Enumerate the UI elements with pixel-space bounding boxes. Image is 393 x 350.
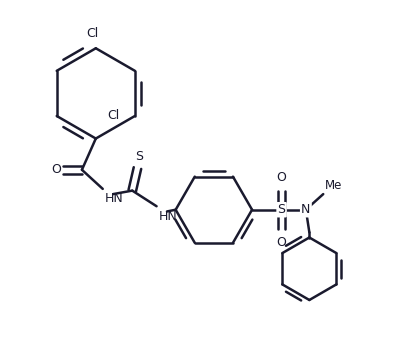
Text: N: N [301,203,310,216]
Text: Cl: Cl [107,110,119,122]
Text: Me: Me [325,179,342,193]
Text: O: O [277,171,286,184]
Text: S: S [135,150,143,163]
Text: O: O [277,236,286,249]
Text: Cl: Cl [86,27,99,40]
Text: O: O [51,163,62,176]
Text: HN: HN [158,210,177,223]
Text: HN: HN [105,193,123,205]
Text: S: S [277,203,286,216]
